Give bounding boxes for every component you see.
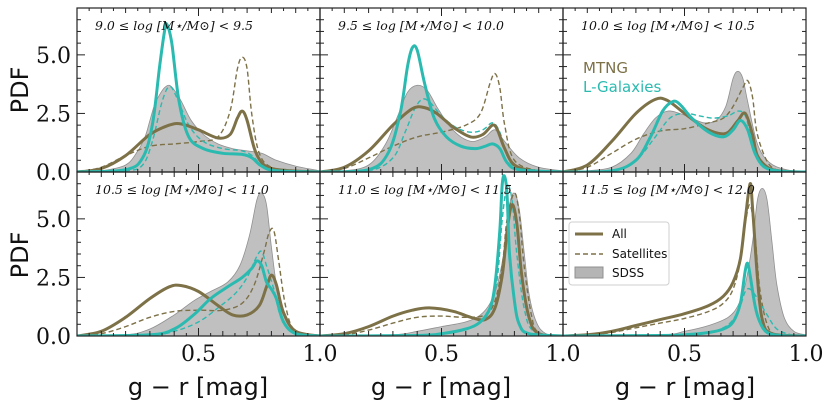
panel-plot-area: [77, 22, 320, 172]
panel-label: 9.0 ≤ log [M⋆/M⊙] < 9.5: [95, 18, 253, 33]
panel-1: 9.0 ≤ log [M⋆/M⊙] < 9.5 0.0 2.5 5.0: [36, 7, 321, 186]
legend-all-label: All: [612, 227, 627, 241]
y-tick-label: 0.0: [36, 325, 71, 350]
legend-sdss-swatch: [574, 266, 604, 279]
x-axis-label-right: g − r [mag]: [615, 373, 755, 401]
panel-plot-area: [563, 70, 806, 172]
panel-2: 9.5 ≤ log [M⋆/M⊙] < 10.0: [319, 7, 564, 173]
lgalaxies-all-line: [563, 99, 806, 172]
y-tick-label: 2.5: [36, 266, 71, 291]
mtng-satellites-line: [77, 56, 320, 172]
sdss-area: [563, 187, 806, 336]
mtng-all-line: [320, 105, 563, 172]
panel-ticks: [77, 8, 320, 172]
x-tick-label: 0.5: [424, 342, 459, 367]
y-axis-label-top: PDF: [6, 67, 34, 114]
legend-lgalaxies: L-Galaxies: [583, 78, 662, 96]
panel-label: 11.0 ≤ log [M⋆/M⊙] < 11.5: [338, 182, 512, 197]
mtng-satellites-line: [320, 72, 563, 172]
panel-ticks: [320, 8, 563, 172]
panel-grid: 9.0 ≤ log [M⋆/M⊙] < 9.5 0.0 2.5 5.0 9.5 ≤ lo…: [36, 7, 824, 367]
x-tick-label: 0.5: [667, 342, 702, 367]
mtng-satellites-line: [563, 79, 806, 172]
lgalaxies-all-line: [563, 261, 806, 336]
panel-plot-area: [320, 44, 563, 172]
legend-sdss-label: SDSS: [612, 266, 644, 280]
mtng-all-line: [320, 203, 563, 336]
lgalaxies-all-line: [77, 259, 320, 336]
mtng-satellites-line: [563, 203, 806, 336]
panel-label: 9.5 ≤ log [M⋆/M⊙] < 10.0: [338, 18, 504, 33]
mtng-satellites-line: [77, 227, 320, 336]
sdss-area: [320, 192, 563, 336]
y-tick-label: 5.0: [36, 208, 71, 233]
y-tick-label: 5.0: [36, 44, 71, 69]
legend-satellites-label: Satellites: [612, 247, 667, 261]
x-tick-label: 0.5: [181, 342, 216, 367]
panel-label: 10.5 ≤ log [M⋆/M⊙] < 11.0: [95, 182, 269, 197]
sdss-area: [77, 84, 320, 172]
x-tick-label: 1.0: [789, 342, 824, 367]
panel-plot-area: [77, 192, 320, 336]
x-axis-label-left: g − r [mag]: [128, 373, 268, 401]
panel-ticks: [320, 172, 563, 336]
y-tick-label: 0.0: [36, 161, 71, 186]
panel-label: 10.0 ≤ log [M⋆/M⊙] < 10.5: [581, 18, 755, 33]
panel-4: 10.5 ≤ log [M⋆/M⊙] < 11.0 0.0 2.5 5.0 0.5 1.0: [36, 171, 338, 367]
lgalaxies-all-line: [320, 44, 563, 172]
panel-plot-area: [320, 174, 563, 336]
legend-mtng: MTNG: [583, 59, 628, 77]
panel-ticks: [77, 172, 320, 336]
panel-plot-area: [563, 182, 806, 336]
mtng-all-line: [77, 273, 320, 336]
panel-5: 11.0 ≤ log [M⋆/M⊙] < 11.5 0.5 1.0: [319, 171, 581, 367]
panel-6: 11.5 ≤ log [M⋆/M⊙] < 12.0 0.5 1.0: [562, 171, 824, 367]
sdss-area: [563, 70, 806, 172]
mtng-all-line: [77, 109, 320, 172]
panel-label: 11.5 ≤ log [M⋆/M⊙] < 12.0: [581, 182, 755, 197]
x-axis-label-middle: g − r [mag]: [371, 373, 511, 401]
lgalaxies-all-line: [320, 174, 563, 336]
lgalaxies-all-line: [77, 22, 320, 172]
y-axis-label-bottom: PDF: [6, 232, 34, 279]
mtng-satellites-line: [320, 192, 563, 336]
mtng-all-line: [563, 182, 806, 336]
line-legend: All Satellites SDSS: [568, 221, 670, 286]
x-tick-label: 1.0: [546, 342, 581, 367]
y-tick-label: 2.5: [36, 102, 71, 127]
x-tick-label: 1.0: [303, 342, 338, 367]
panel-ticks: [563, 8, 806, 172]
